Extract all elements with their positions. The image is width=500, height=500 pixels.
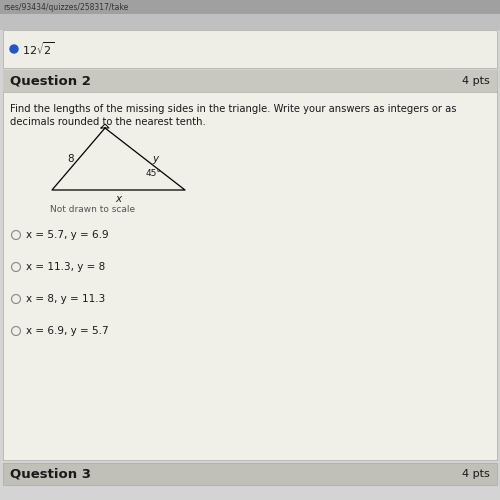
Text: x = 11.3, y = 8: x = 11.3, y = 8 — [26, 262, 105, 272]
FancyBboxPatch shape — [3, 70, 497, 460]
Circle shape — [12, 230, 20, 239]
Text: 45°: 45° — [145, 170, 161, 178]
Text: rses/93434/quizzes/258317/take: rses/93434/quizzes/258317/take — [3, 2, 128, 12]
FancyBboxPatch shape — [3, 30, 497, 68]
Text: 8: 8 — [67, 154, 74, 164]
Text: Find the lengths of the missing sides in the triangle. Write your answers as int: Find the lengths of the missing sides in… — [10, 104, 456, 114]
Text: Not drawn to scale: Not drawn to scale — [50, 206, 135, 214]
FancyBboxPatch shape — [0, 0, 500, 14]
Text: Question 2: Question 2 — [10, 74, 91, 88]
Text: 4 pts: 4 pts — [462, 469, 490, 479]
Text: x = 8, y = 11.3: x = 8, y = 11.3 — [26, 294, 105, 304]
Circle shape — [12, 326, 20, 336]
Text: 12$\sqrt{2}$: 12$\sqrt{2}$ — [22, 40, 54, 58]
Text: y: y — [152, 154, 158, 164]
Circle shape — [12, 294, 20, 304]
Text: 4 pts: 4 pts — [462, 76, 490, 86]
Circle shape — [10, 45, 18, 53]
Text: Question 3: Question 3 — [10, 468, 91, 480]
Circle shape — [12, 262, 20, 272]
FancyBboxPatch shape — [3, 463, 497, 485]
Text: x = 6.9, y = 5.7: x = 6.9, y = 5.7 — [26, 326, 108, 336]
FancyBboxPatch shape — [0, 14, 500, 30]
Text: decimals rounded to the nearest tenth.: decimals rounded to the nearest tenth. — [10, 117, 206, 127]
Text: x = 5.7, y = 6.9: x = 5.7, y = 6.9 — [26, 230, 108, 240]
FancyBboxPatch shape — [3, 70, 497, 92]
Text: x: x — [116, 194, 121, 204]
